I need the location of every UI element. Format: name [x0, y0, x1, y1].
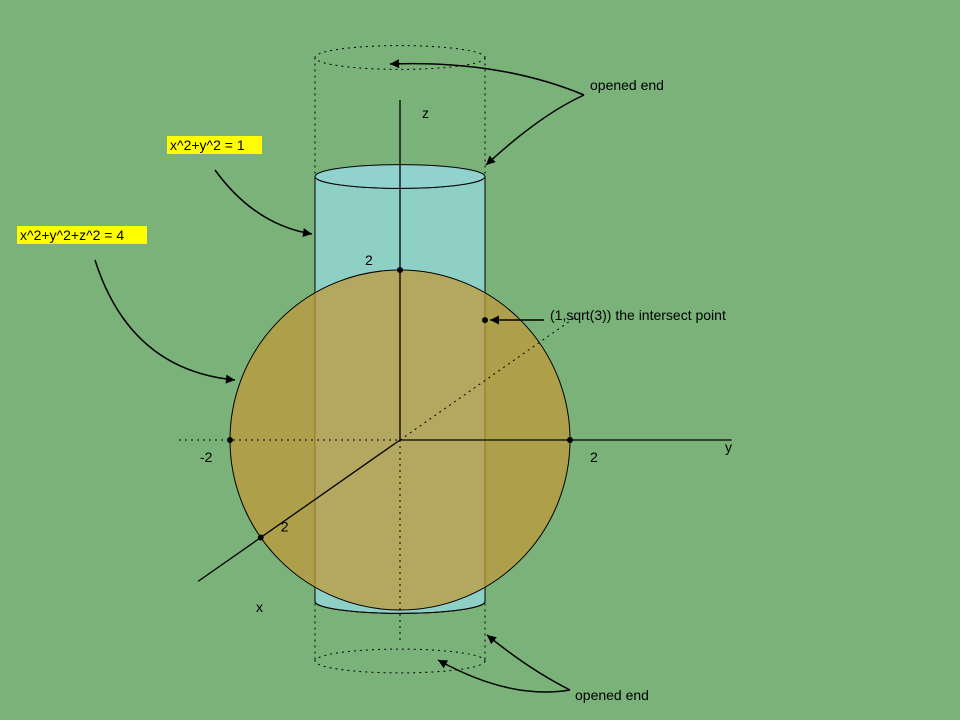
- sphere-eq-label: x^2+y^2+z^2 = 4: [20, 227, 124, 243]
- opened-top-label: opened end: [590, 77, 664, 93]
- y-axis-label: y: [725, 439, 732, 455]
- tick-y-neg-label: -2: [200, 449, 213, 465]
- x-axis-label: x: [256, 599, 263, 615]
- tick-y-pos-label: 2: [590, 449, 598, 465]
- z-axis-label: z: [422, 105, 429, 121]
- tick-y-pos: [567, 437, 573, 443]
- tick-z-pos: [397, 267, 403, 273]
- tick-x-pos-label: 2: [281, 519, 289, 535]
- intersect-label: (1,sqrt(3)) the intersect point: [550, 307, 726, 323]
- cylinder-eq-label: x^2+y^2 = 1: [170, 137, 245, 153]
- tick-y-neg: [227, 437, 233, 443]
- tick-z-pos-label: 2: [365, 252, 373, 268]
- intersect-point: [482, 317, 488, 323]
- opened-bottom-label: opened end: [575, 687, 649, 703]
- tick-x-pos: [258, 535, 264, 541]
